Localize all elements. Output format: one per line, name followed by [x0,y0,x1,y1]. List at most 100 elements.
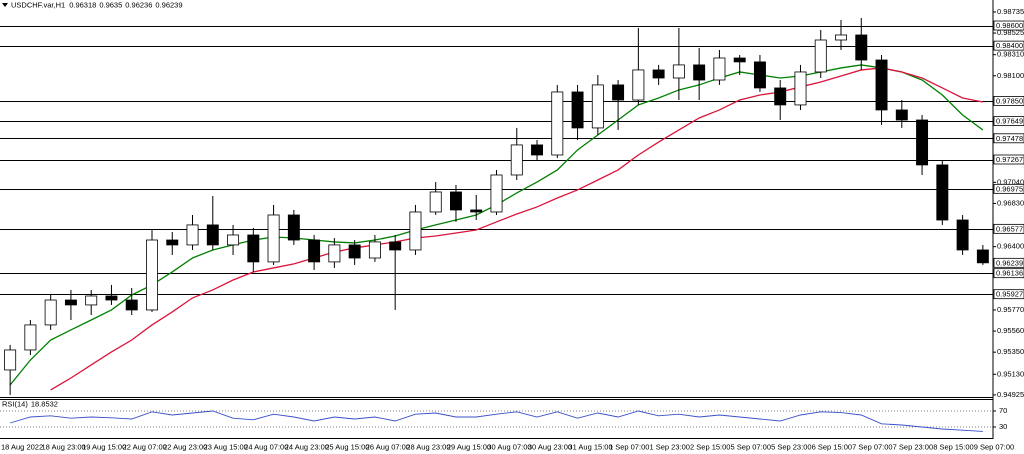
level-label-box [993,268,1024,279]
rsi-name: RSI(14) [2,399,28,408]
x-tick-label: 24 Aug 23:00 [285,442,329,451]
candle-body [591,84,604,129]
close-price: 0.96239 [155,0,182,9]
x-tick-label: 2 Sep 15:00 [690,442,730,451]
plot-layer: 0.98735 0.98525 0.98310 0.98100 0.97040 0.968… [0,7,1024,451]
y-tick-label: 0.95770 [997,305,1024,314]
y-tick-label: 0.95560 [997,326,1024,335]
candle-body [409,211,422,251]
level-label-box [993,289,1024,300]
x-tick-label: 5 Sep 23:00 [771,442,811,451]
candle-body [571,91,584,129]
y-tick-label: 0.98100 [997,71,1024,80]
candle-body [247,234,260,263]
menu-arrow[interactable] [2,3,8,7]
x-tick-label: 23 Aug 15:00 [204,442,248,451]
y-tick-label: 0.95350 [997,347,1024,356]
candle-body [64,299,77,306]
candle-body [875,59,888,111]
x-tick-label: 5 Sep 07:00 [731,442,771,451]
y-tick-label: 0.98310 [997,50,1024,59]
rsi-title: RSI(14) 18.8532 [2,399,58,408]
x-tick-label: 6 Sep 15:00 [812,442,852,451]
x-tick-label: 7 Sep 23:00 [893,442,933,451]
candle-body [146,239,158,311]
candle-body [693,64,706,81]
moving-average [50,67,983,391]
candle-body [105,295,118,301]
rsi-line [10,410,983,432]
y-tick-label: 0.96400 [997,242,1024,251]
candle-body [206,224,219,246]
level-label: 0.97267 [996,155,1023,164]
open-price: 0.96318 [69,0,96,9]
level-label: 0.97478 [996,134,1023,143]
x-tick-label: 18 Aug 23:00 [42,442,86,451]
level-label: 0.98600 [996,21,1023,30]
chart-header: USDCHF.var,H1 0.96318 0.9635 0.96236 0.96239 [11,0,183,9]
candle-body [125,299,138,311]
x-tick-label: 29 Aug 15:00 [447,442,491,451]
candle-body [612,84,625,101]
candle-body [632,69,645,101]
candle-body [227,234,240,246]
y-tick-label: 0.95130 [997,369,1024,378]
candle-body [470,209,483,213]
candle-body [186,224,199,246]
level-label-box [993,223,1024,234]
candle-body [753,61,766,89]
y-tick-label: 30 [999,422,1007,431]
x-tick-label: 9 Sep 07:00 [974,442,1014,451]
candle-body [328,244,341,263]
x-tick-label: 19 Aug 15:00 [82,442,126,451]
candle-body [24,324,37,351]
x-tick-label: 8 Sep 15:00 [933,442,973,451]
y-tick-label: 0.98525 [997,28,1024,37]
candle-body [368,241,381,259]
candle-body [713,57,726,81]
candle-body [389,241,402,251]
level-label: 0.97850 [996,96,1023,105]
rsi-value: 18.8532 [31,399,58,408]
level-label-box [993,20,1024,31]
candle-body [956,219,969,251]
candle-body [348,244,361,259]
level-label-box [993,133,1024,144]
candle-body [794,71,807,106]
candle-body [814,39,827,73]
candle-body [531,144,544,156]
level-label: 0.96136 [996,269,1023,278]
candle-body [774,87,787,106]
x-tick-label: 1 Sep 23:00 [649,442,689,451]
candle-body [287,214,300,241]
level-label: 0.97649 [996,117,1023,126]
x-tick-label: 28 Aug 23:00 [406,442,450,451]
y-tick-label: 0.94925 [997,390,1024,399]
level-label-box [993,96,1024,106]
x-tick-label: 30 Aug 23:00 [528,442,572,451]
level-label: 0.98400 [996,41,1023,50]
x-tick-label: 7 Sep 07:00 [852,442,892,451]
level-label: 0.96577 [996,224,1023,233]
level-label: 0.95927 [996,290,1023,299]
candle-body [166,239,179,246]
level-label-box [993,116,1024,127]
candle-body [855,34,868,61]
x-tick-label: 22 Aug 23:00 [163,442,207,451]
x-tick-label: 30 Aug 07:00 [487,442,531,451]
current-price-box [993,257,1024,268]
y-tick-label: 0.96830 [997,198,1024,207]
y-tick-label: 70 [999,406,1007,415]
level-label: 0.96975 [996,184,1023,193]
current-price-label: 0.96239 [996,258,1023,267]
candle-body [895,109,908,121]
level-label-box [993,183,1024,194]
x-tick-label: 22 Aug 07:00 [123,442,167,451]
x-tick-label: 1 Sep 07:00 [609,442,649,451]
candle-body [4,349,17,371]
candle-body [429,191,442,213]
candle-body [652,69,665,79]
